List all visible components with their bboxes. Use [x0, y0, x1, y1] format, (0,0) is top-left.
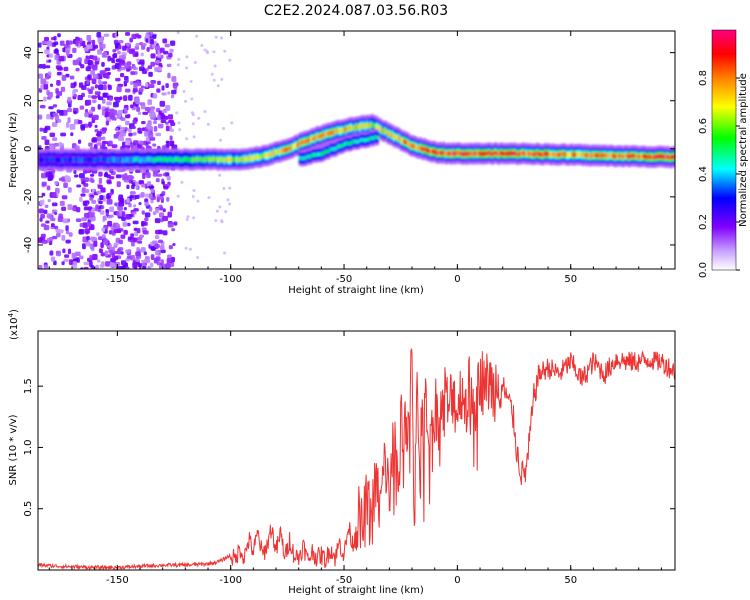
figure-title: C2E2.2024.087.03.56.R03 [264, 3, 448, 19]
snr-panel: -150 -100 -50 0 50 0.5 1.0 1.5 Height of strai… [7, 309, 676, 596]
spectrogram-panel: -150 -100 -50 0 50 -40 -20 0 20 40 Height of str… [8, 30, 676, 296]
y-tick-label: 1.5 [23, 378, 34, 394]
spectrogram-frame [37, 30, 676, 270]
x-tick-label: -100 [219, 575, 242, 586]
snr-x-label: Height of straight line (km) [288, 585, 424, 596]
colorbar-label: Normalized spectral amplitude [738, 73, 749, 227]
x-tick-label: 0 [454, 575, 460, 586]
x-tick-label: 0 [454, 274, 460, 285]
snr-y-ticks: 0.5 1.0 1.5 [23, 378, 675, 517]
snr-frame [37, 330, 676, 571]
x-tick-label: 50 [564, 274, 577, 285]
y-tick-label: 0.5 [23, 501, 34, 517]
colorbar-tick-label: 0.6 [698, 118, 709, 134]
snr-x-ticks: -150 -100 -50 0 50 [48, 331, 662, 586]
y-tick-label: -20 [23, 189, 34, 205]
snr-scale-factor: (x104) [7, 309, 20, 340]
colorbar-tick-label: 0.0 [698, 262, 709, 278]
x-tick-label: 50 [564, 575, 577, 586]
spectrogram-x-ticks: -150 -100 -50 0 50 [48, 31, 662, 285]
x-tick-label: -50 [336, 575, 352, 586]
x-tick-label: -150 [106, 274, 129, 285]
y-tick-label: 0 [23, 146, 34, 152]
colorbar-tick-label: 0.2 [698, 214, 709, 230]
x-tick-label: -150 [106, 575, 129, 586]
spectrogram-y-ticks: -40 -20 0 20 40 [23, 46, 675, 253]
snr-y-label: SNR (10 * v/v) [8, 414, 19, 485]
spectrogram-heatmap [38, 31, 675, 269]
y-tick-label: 1.0 [23, 439, 34, 455]
x-tick-label: -100 [219, 274, 242, 285]
colorbar-ticks: 0.0 0.2 0.4 0.6 0.8 [698, 70, 740, 278]
spectrogram-y-label: Frequency (Hz) [8, 112, 19, 188]
spectrogram-x-label: Height of straight line (km) [288, 285, 424, 296]
y-tick-label: 40 [23, 46, 34, 59]
snr-series-line [38, 348, 675, 570]
colorbar-gradient [711, 29, 737, 271]
colorbar-tick-label: 0.8 [698, 70, 709, 86]
spectrogram-ridge [38, 113, 675, 171]
y-tick-label: 20 [23, 94, 34, 107]
y-tick-label: -40 [23, 237, 34, 253]
x-tick-label: -50 [336, 274, 352, 285]
colorbar: 0.0 0.2 0.4 0.6 0.8 Normalized spectral ampl… [698, 29, 749, 278]
colorbar-tick-label: 0.4 [698, 166, 709, 182]
